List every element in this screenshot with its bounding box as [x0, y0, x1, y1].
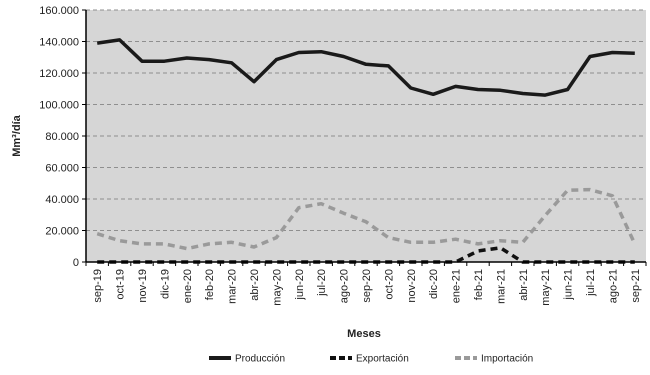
y-tick-labels: 0 20.000 40.000 60.000 80.000 100.000 120.000 1… [39, 5, 86, 269]
x-tick-label: jun-21 [563, 269, 575, 301]
x-tick-label: jun-20 [294, 269, 306, 301]
x-tick-label: may-20 [271, 269, 283, 306]
y-tick-label: 80.000 [45, 131, 79, 143]
x-tick-label: feb-20 [204, 269, 216, 300]
x-tick-label: feb-21 [473, 269, 485, 300]
y-tick-label: 40.000 [45, 194, 79, 206]
y-axis-title: Mm³/día [11, 114, 23, 156]
x-tick-label: ago-21 [607, 269, 619, 303]
y-tick-label: 60.000 [45, 163, 79, 175]
x-tick-label: ene-21 [451, 269, 463, 303]
x-tick-label: mar-20 [227, 269, 239, 304]
x-tick-label: ene-20 [182, 269, 194, 303]
x-tick-label: abr-20 [249, 269, 261, 301]
gridlines [86, 9, 646, 231]
x-tick-label: nov-20 [406, 269, 418, 303]
y-tick-label: 120.000 [39, 68, 79, 80]
x-tick-label: may-21 [540, 269, 552, 306]
x-tick-label: ago-20 [339, 269, 351, 303]
x-tick-label: jul-20 [316, 269, 328, 297]
legend-label: Producción [235, 354, 285, 365]
x-tick-label: sep-21 [630, 269, 642, 303]
legend-label: Importación [481, 354, 533, 365]
x-tick-labels: sep-19 oct-19 nov-19 dic-19 ene-20 feb-20 mar-… [85, 262, 647, 306]
x-tick-label: oct-20 [383, 269, 395, 300]
x-tick-label: abr-21 [518, 269, 530, 301]
y-tick-label: 140.000 [39, 37, 79, 49]
x-tick-label: dic-19 [159, 269, 171, 299]
x-tick-label: jul-21 [585, 269, 597, 297]
series-line [96, 38, 635, 97]
y-tick-label: 160.000 [39, 5, 79, 17]
x-tick-label: oct-19 [115, 269, 127, 300]
y-tick-label: 20.000 [45, 226, 79, 238]
x-tick-label: mar-21 [495, 269, 507, 304]
x-tick-label: nov-19 [137, 269, 149, 303]
x-axis-title: Meses [347, 328, 381, 340]
series-line [96, 187, 637, 251]
legend-label: Exportación [356, 354, 409, 365]
x-tick-label: sep-20 [361, 269, 373, 303]
x-tick-label: sep-19 [92, 269, 104, 303]
x-tick-label: dic-20 [428, 269, 440, 299]
legend: Producción Exportación Importación [209, 354, 533, 365]
y-tick-label: 100.000 [39, 100, 79, 112]
y-tick-label: 0 [73, 257, 79, 269]
